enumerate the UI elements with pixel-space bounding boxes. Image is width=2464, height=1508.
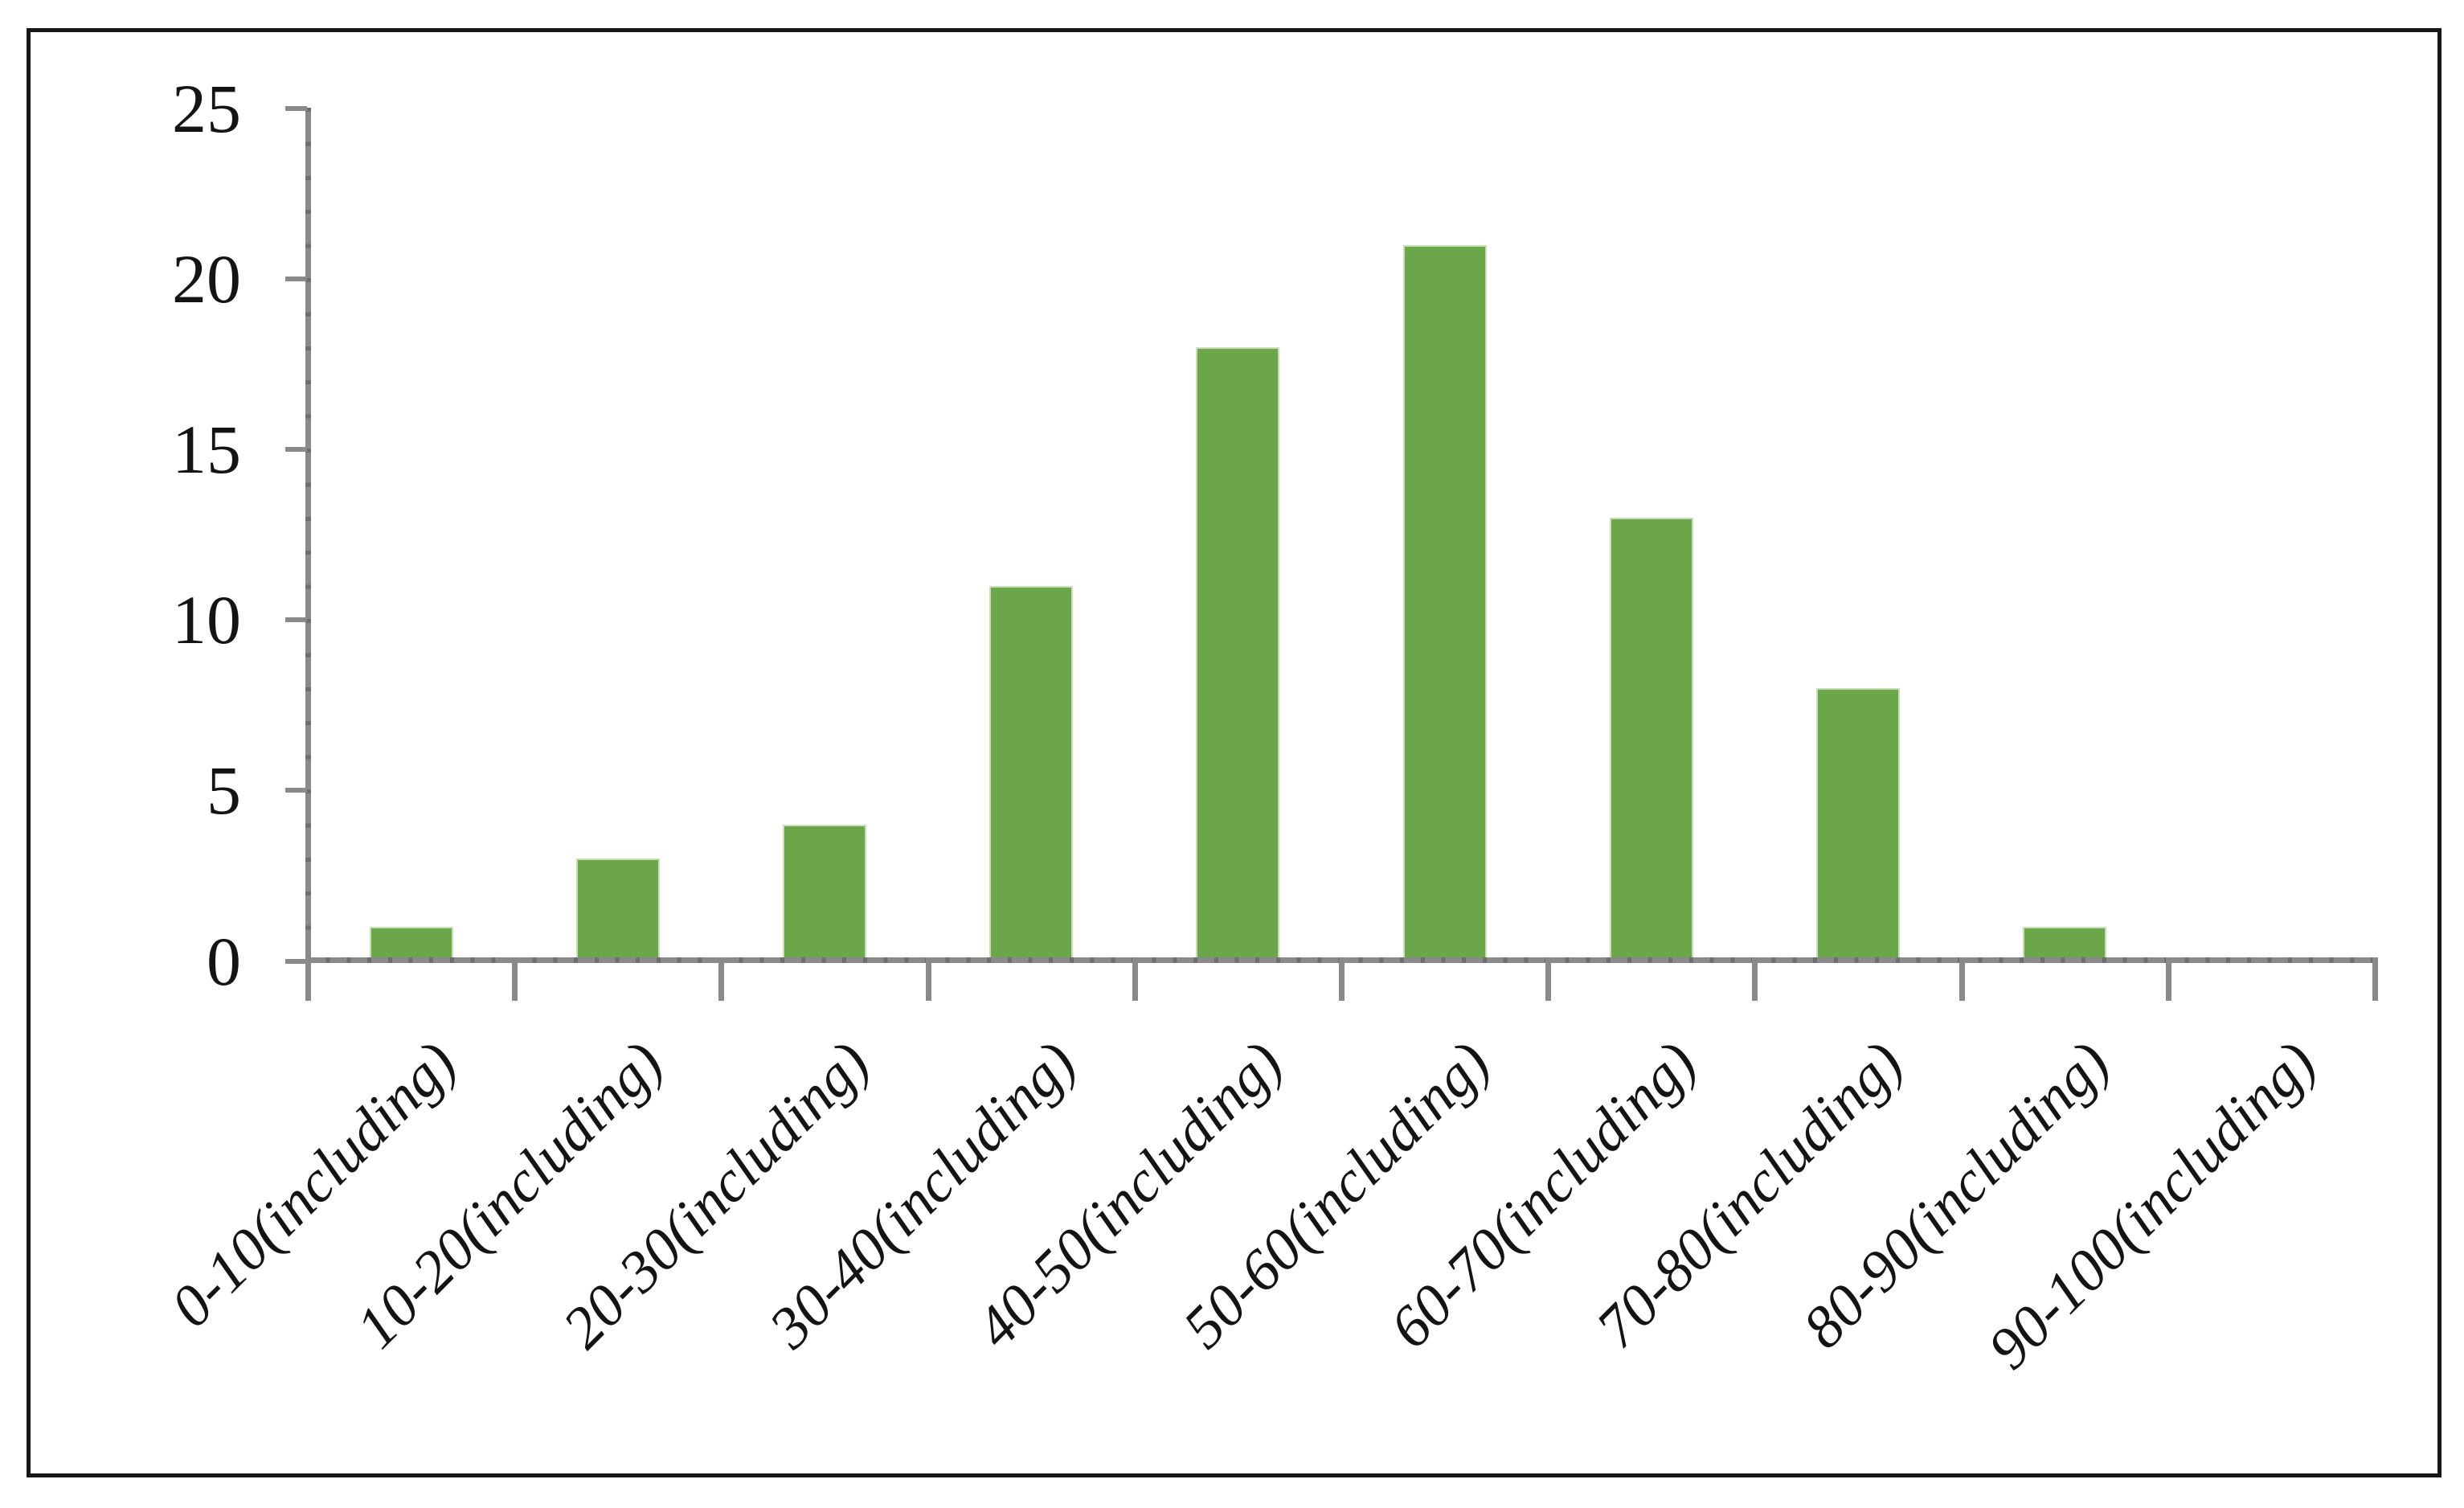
x-tick <box>925 957 931 1001</box>
y-tick <box>285 447 307 453</box>
y-tick-label: 5 <box>207 752 241 830</box>
x-tick <box>305 957 311 1001</box>
y-tick <box>285 617 307 623</box>
bar <box>1816 688 1900 957</box>
bar <box>2023 927 2107 957</box>
y-tick-label: 25 <box>172 70 241 147</box>
x-tick <box>512 957 518 1001</box>
x-tick <box>1339 957 1345 1001</box>
y-axis-line <box>305 108 311 1001</box>
y-tick-label: 20 <box>172 240 241 318</box>
x-tick <box>1752 957 1758 1001</box>
x-tick <box>1545 957 1552 1001</box>
x-tick <box>2372 957 2378 1001</box>
chart-outer-border: 0 5 10 15 20 25 0-10(including) 10-20(includin… <box>27 28 2441 1477</box>
x-tick <box>718 957 725 1001</box>
bar <box>783 825 866 957</box>
y-tick-label: 0 <box>207 922 241 1000</box>
y-tick <box>285 958 307 964</box>
y-tick <box>285 788 307 793</box>
bar <box>1402 245 1487 957</box>
bar <box>575 858 660 957</box>
bar <box>989 586 1074 957</box>
x-tick <box>2165 957 2171 1001</box>
bar <box>1609 518 1693 957</box>
y-tick <box>285 106 307 111</box>
y-tick <box>285 277 307 282</box>
y-tick-label: 10 <box>172 581 241 659</box>
y-tick-label: 15 <box>172 411 241 489</box>
x-tick <box>1959 957 1965 1001</box>
bar <box>369 927 453 957</box>
x-tick <box>1132 957 1138 1001</box>
bar <box>1196 347 1280 957</box>
